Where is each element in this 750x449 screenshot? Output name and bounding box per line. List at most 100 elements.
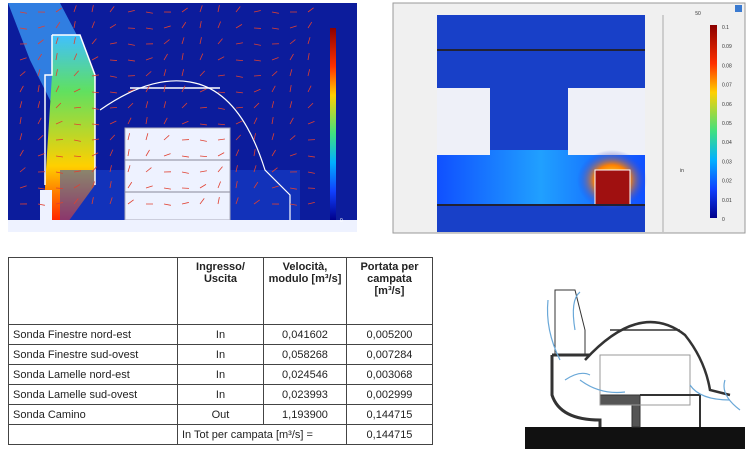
arrow <box>91 74 99 77</box>
arrow <box>73 198 79 205</box>
arrow <box>253 59 261 62</box>
arrow <box>271 117 274 125</box>
arrow <box>127 59 135 62</box>
arrow <box>19 101 23 109</box>
arrow <box>37 187 45 190</box>
arrow <box>199 88 207 93</box>
arrow <box>91 123 99 126</box>
table-cell: In <box>177 324 264 345</box>
arrow <box>109 149 114 157</box>
arrow <box>307 201 315 205</box>
arrow <box>289 153 297 157</box>
arrow <box>289 25 297 29</box>
arrow <box>217 123 226 126</box>
left-simulation: 0 <box>8 3 357 232</box>
arrow <box>253 88 261 93</box>
arrow <box>109 197 113 205</box>
arrow <box>271 149 276 157</box>
arrow <box>217 21 221 29</box>
arrow <box>73 184 81 189</box>
table-cell: 0,041602 <box>263 324 347 345</box>
arrow <box>55 202 63 205</box>
arrow <box>109 165 112 173</box>
arrow <box>307 171 315 174</box>
arrow <box>235 181 238 189</box>
side-label: in <box>680 168 684 174</box>
arrow <box>109 42 117 45</box>
arrow <box>73 5 77 13</box>
arrow <box>127 117 132 125</box>
header-row: Ingresso/ Uscita Velocità, modulo [m³/s] P… <box>8 257 433 325</box>
arrow <box>235 120 243 125</box>
arrow <box>307 102 314 109</box>
arrow <box>235 75 243 78</box>
arrow <box>235 59 244 62</box>
arrow <box>37 25 45 29</box>
arrow <box>199 198 205 205</box>
arrow <box>91 152 99 157</box>
arrow <box>217 166 223 173</box>
marker-label: 50 <box>695 11 701 17</box>
table-cell: Out <box>177 404 264 425</box>
arrow <box>163 101 167 109</box>
arrow <box>145 101 149 109</box>
arrow <box>109 134 116 141</box>
arrow <box>37 39 44 45</box>
arrow <box>289 39 296 45</box>
colorbar-tick-label: 0.05 <box>722 121 732 127</box>
arrow <box>73 70 79 77</box>
header-cell: Velocità, modulo [m³/s] <box>263 257 347 325</box>
arrow <box>235 106 244 109</box>
arrow <box>127 43 135 46</box>
arrow <box>271 133 275 141</box>
arrow <box>307 7 314 13</box>
arrow <box>73 37 76 45</box>
arrow <box>163 187 171 190</box>
arrow <box>217 74 225 77</box>
arrow <box>127 9 135 13</box>
arrow <box>307 120 315 125</box>
arrow <box>73 123 81 126</box>
arrow <box>235 165 238 173</box>
arrow <box>145 57 153 61</box>
arrow <box>253 149 256 157</box>
arrow <box>145 11 153 14</box>
arrow <box>73 21 76 29</box>
arrow <box>109 181 112 189</box>
table-cell: 0,002999 <box>346 384 433 405</box>
arrow <box>145 133 149 141</box>
arrow <box>199 5 203 13</box>
table-cell: 0,005200 <box>346 324 433 345</box>
arrow <box>55 102 62 109</box>
arrow <box>91 166 97 173</box>
arrow <box>127 181 133 189</box>
arrow <box>37 85 40 93</box>
section-diagram <box>525 289 745 449</box>
arrow <box>109 120 117 125</box>
arrow <box>217 38 223 45</box>
table-cell: 0,007284 <box>346 344 433 365</box>
table-cell: 1,193900 <box>263 404 347 425</box>
arrow <box>91 138 99 141</box>
arrow <box>163 85 166 93</box>
arrow <box>19 117 22 125</box>
arrow <box>109 106 118 109</box>
table-cell: Sonda Camino <box>8 404 178 425</box>
arrow <box>307 37 311 45</box>
table-row: Sonda Finestre nord-est In 0,041602 0,00520… <box>8 324 433 345</box>
results-table: Ingresso/ Uscita Velocità, modulo [m³/s] P… <box>8 257 433 445</box>
arrow <box>109 59 118 61</box>
table-row: Sonda Lamelle nord-est In 0,024546 0,003068 <box>8 364 433 385</box>
arrow <box>73 170 81 173</box>
arrow <box>37 153 45 157</box>
arrow <box>55 155 63 158</box>
arrow <box>145 185 153 189</box>
arrow <box>55 69 58 77</box>
arrow <box>109 75 117 78</box>
table-cell: Sonda Finestre nord-est <box>8 324 178 345</box>
arrow <box>289 135 296 141</box>
header-cell: Ingresso/ Uscita <box>177 257 264 325</box>
arrow <box>37 134 44 141</box>
arrow <box>181 21 187 29</box>
